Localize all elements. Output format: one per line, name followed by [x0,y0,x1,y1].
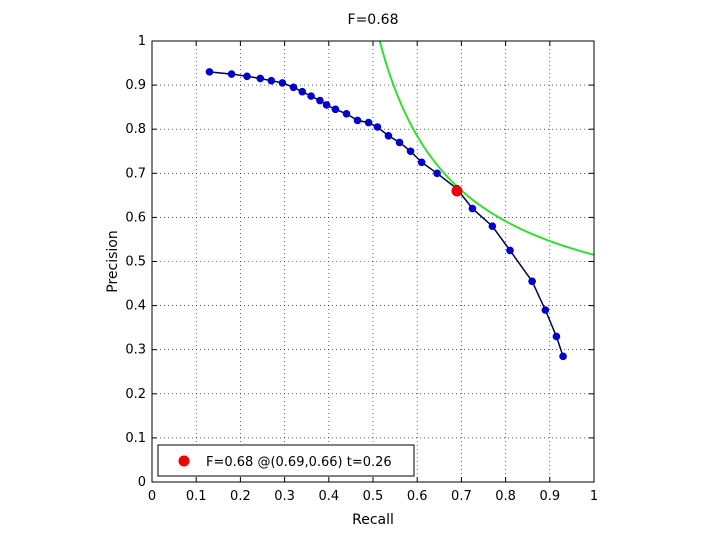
x-tick-label: 0.4 [318,489,339,504]
pr-curve-point [256,74,265,83]
y-tick-label: 0 [138,475,146,490]
x-tick-label: 0.8 [495,489,516,504]
pr-curve-point [307,92,315,100]
y-tick-label: 0.8 [125,122,146,137]
pr-curve-point [298,87,307,96]
pr-curve-point [506,246,514,255]
pr-curve-point [406,147,415,156]
legend-marker [178,455,190,467]
y-tick-label: 0.9 [125,78,146,93]
pr-curve-point [243,72,251,81]
pr-curve-point [552,332,561,341]
pr-curve-point [468,204,477,213]
pr-curve-point [364,118,373,127]
pr-curve-point [373,123,382,131]
tick-group: 0 0.1 0.2 0.3 0.4 0.5 0.6 0.7 0.8 0.9 1 0 0.1 0.2 0.3 0… [125,34,598,504]
y-tick-label: 0.5 [125,255,146,270]
pr-curve-point [322,101,331,109]
pr-curve-point [267,76,276,85]
x-tick-label: 0.7 [451,489,472,504]
y-tick-label: 0.4 [125,299,146,314]
pr-curve-point [559,352,567,361]
y-axis-label: Precision [105,230,121,292]
x-tick-label: 0.9 [539,489,560,504]
chart-title: F=0.68 [348,12,399,28]
y-tick-label: 0.2 [125,387,146,402]
legend: F=0.68 @(0.69,0.66) t=0.26 [157,444,415,477]
x-tick-label: 0.1 [186,489,207,504]
pr-curve-point [395,138,404,147]
y-tick-label: 0.3 [125,343,146,358]
best-point-group [451,185,463,197]
pr-curve-point [528,277,536,286]
legend-entry-label: F=0.68 @(0.69,0.66) t=0.26 [206,455,392,470]
pr-curve-point [541,306,550,314]
pr-curve-point [433,169,441,178]
x-tick-label: 1 [590,489,598,504]
pr-curve-group [205,68,567,361]
pr-curve-point [488,222,497,231]
y-tick-label: 0.6 [125,210,146,225]
y-tick-label: 1 [138,34,146,49]
pr-curve-point [278,79,287,87]
x-axis-label: Recall [352,512,394,528]
iso-f-curve [378,41,594,256]
pr-curve-point [227,70,236,78]
x-tick-label: 0.5 [363,489,384,504]
pr-curve-line [209,71,564,357]
x-tick-label: 0.3 [274,489,295,504]
pr-curve-point [316,96,324,105]
grid-lines [152,41,594,482]
pr-curve-point [353,116,362,125]
pr-curve-point [289,83,298,92]
pr-curve-point [331,105,340,114]
iso-f-curve-group [378,41,594,256]
y-tick-label: 0.7 [125,166,146,181]
x-tick-label: 0.2 [230,489,251,504]
legend-box [157,444,415,477]
y-tick-label: 0.1 [125,431,146,446]
pr-curve-point [205,68,214,76]
pr-curve-point [384,132,393,140]
pr-curve-point [342,109,351,118]
x-tick-label: 0 [148,489,156,504]
x-tick-label: 0.6 [407,489,428,504]
best-f-point [451,185,463,197]
pr-curve-point [417,158,426,167]
